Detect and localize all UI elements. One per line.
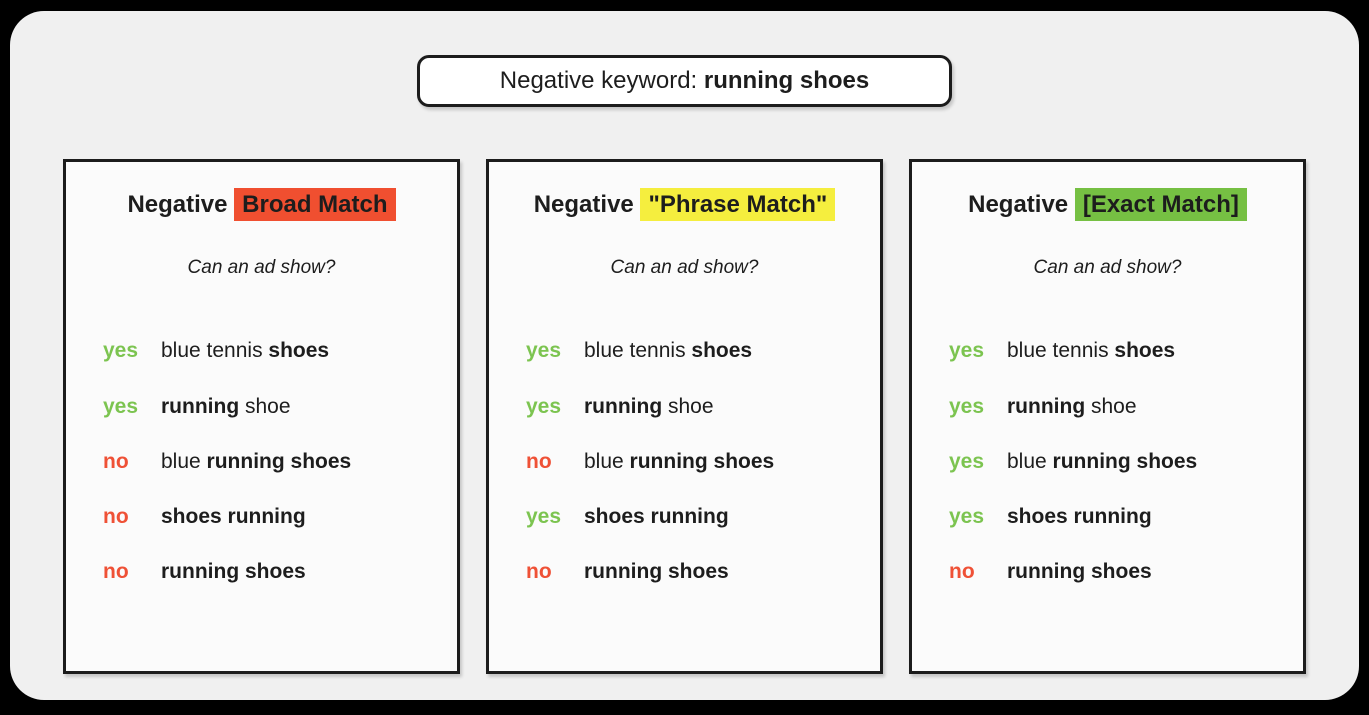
query-text: running shoe	[584, 394, 714, 418]
answer-badge: no	[949, 559, 975, 583]
answer-badge: yes	[949, 339, 985, 363]
example-row: yes blue tennis shoes	[949, 339, 1303, 363]
banner-label: Negative keyword:	[499, 67, 704, 94]
example-row: yes running shoe	[949, 395, 1303, 419]
example-row: yes blue tennis shoes	[103, 339, 457, 363]
query-text: shoes running	[161, 504, 306, 528]
examples-list: yes blue tennis shoes yes running shoe n…	[66, 339, 457, 584]
answer-badge: no	[103, 559, 129, 583]
panel-subtitle: Can an ad show?	[610, 257, 759, 279]
panel-title: Negative [Exact Match]	[922, 188, 1293, 221]
panel-title-prefix: Negative	[533, 191, 641, 218]
answer-badge: yes	[526, 394, 562, 418]
query-text: blue running shoes	[1007, 449, 1198, 473]
query-text: shoes running	[584, 504, 729, 528]
query-text: running shoes	[161, 559, 306, 583]
example-row: yes running shoe	[526, 395, 880, 419]
banner-keyword: running shoes	[703, 67, 870, 94]
query-text: running shoes	[584, 559, 729, 583]
query-text: blue tennis shoes	[584, 339, 753, 363]
answer-badge: yes	[949, 449, 985, 473]
answer-badge: yes	[949, 504, 985, 528]
answer-badge: yes	[526, 504, 562, 528]
negative-keyword-banner: Negative keyword: running shoes	[416, 55, 953, 107]
examples-list: yes blue tennis shoes yes running shoe n…	[489, 339, 880, 584]
example-row: no running shoes	[949, 560, 1303, 584]
example-row: yes blue tennis shoes	[526, 339, 880, 363]
example-row: no blue running shoes	[103, 450, 457, 474]
answer-badge: no	[526, 449, 552, 473]
examples-list: yes blue tennis shoes yes running shoe y…	[912, 339, 1303, 584]
query-text: blue running shoes	[161, 449, 352, 473]
example-row: no running shoes	[526, 560, 880, 584]
query-text: running shoe	[161, 394, 291, 418]
match-type-panels: Negative Broad Match Can an ad show? yes…	[10, 159, 1359, 674]
panel-title-highlight: Broad Match	[234, 188, 396, 221]
panel-title-prefix: Negative	[968, 191, 1075, 218]
panel-title-prefix: Negative	[127, 191, 235, 218]
panel-subtitle: Can an ad show?	[187, 257, 336, 279]
panel-title-highlight: "Phrase Match"	[640, 188, 836, 221]
example-row: yes shoes running	[526, 505, 880, 529]
answer-badge: no	[103, 449, 129, 473]
answer-badge: no	[103, 504, 129, 528]
panel-negative-exact-match: Negative [Exact Match] Can an ad show? y…	[909, 159, 1306, 674]
query-text: running shoes	[1007, 559, 1152, 583]
example-row: yes running shoe	[103, 395, 457, 419]
query-text: blue tennis shoes	[161, 339, 330, 363]
answer-badge: yes	[526, 339, 562, 363]
query-text: blue tennis shoes	[1007, 339, 1176, 363]
panel-title: Negative "Phrase Match"	[499, 188, 870, 221]
panel-title-highlight: [Exact Match]	[1074, 188, 1247, 221]
panel-negative-phrase-match: Negative "Phrase Match" Can an ad show? …	[486, 159, 883, 674]
example-row: no blue running shoes	[526, 450, 880, 474]
example-row: no running shoes	[103, 560, 457, 584]
answer-badge: no	[526, 559, 552, 583]
answer-badge: yes	[103, 339, 139, 363]
answer-badge: yes	[103, 394, 139, 418]
panel-negative-broad-match: Negative Broad Match Can an ad show? yes…	[63, 159, 460, 674]
example-row: yes shoes running	[949, 505, 1303, 529]
query-text: running shoe	[1007, 394, 1137, 418]
panel-subtitle: Can an ad show?	[1033, 257, 1182, 279]
answer-badge: yes	[949, 394, 985, 418]
example-row: yes blue running shoes	[949, 450, 1303, 474]
panel-title: Negative Broad Match	[76, 188, 447, 221]
diagram-canvas: Negative keyword: running shoes Negative…	[10, 11, 1359, 700]
query-text: shoes running	[1007, 504, 1152, 528]
query-text: blue running shoes	[584, 449, 775, 473]
example-row: no shoes running	[103, 505, 457, 529]
